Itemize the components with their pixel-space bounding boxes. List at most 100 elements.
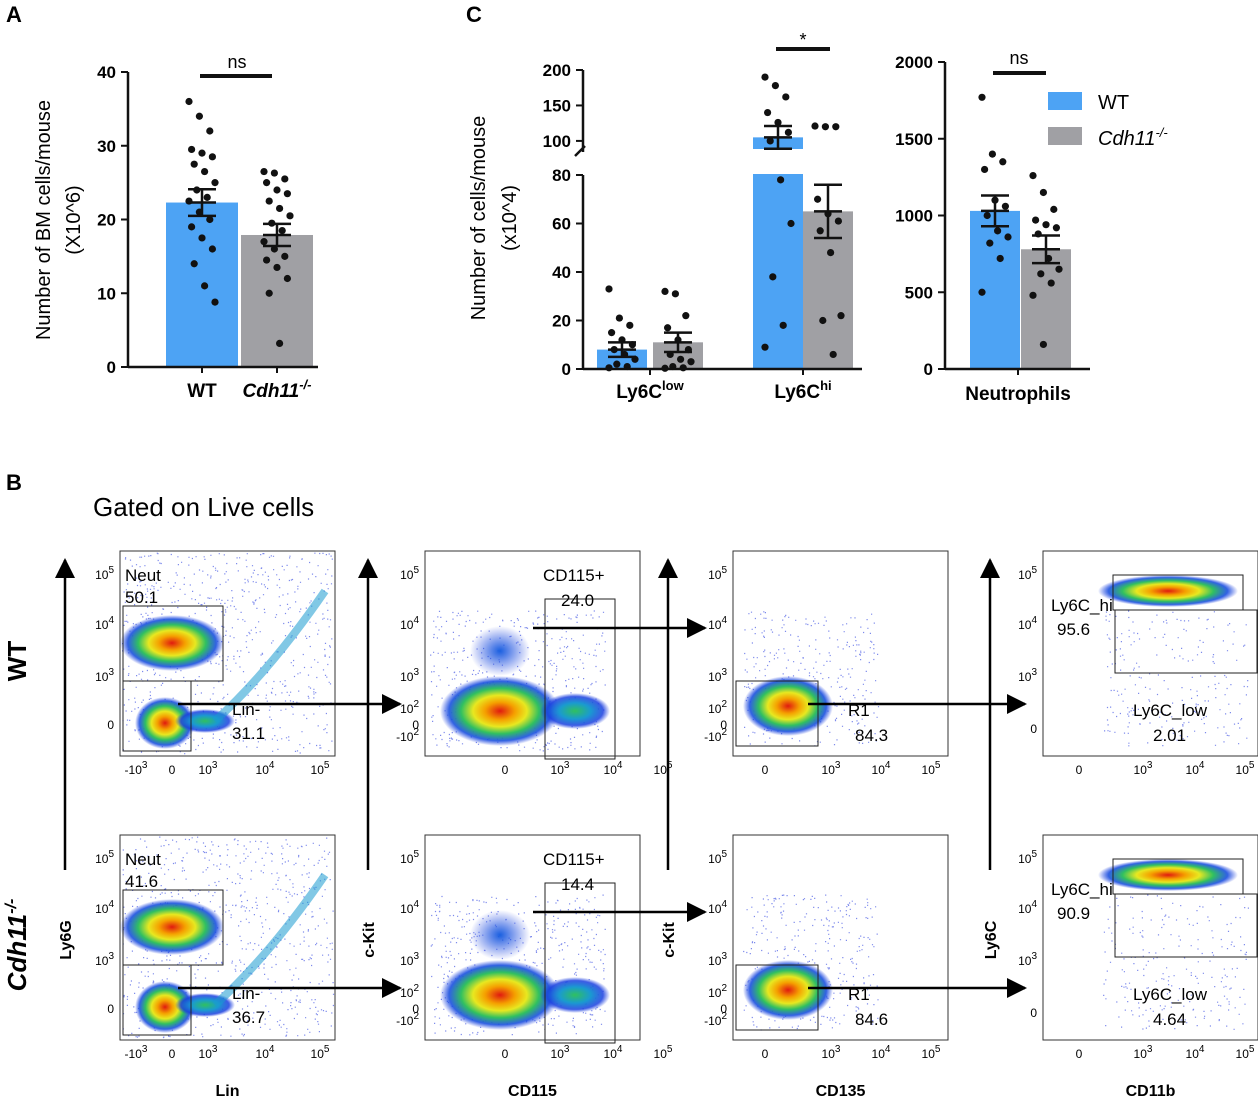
diagonal-population — [212, 872, 329, 1008]
data-point — [837, 312, 845, 320]
data-point — [774, 118, 782, 127]
data-point — [263, 179, 271, 187]
data-point — [263, 256, 271, 264]
gate-value-ly6c-low: 4.64 — [1153, 1010, 1186, 1029]
gate-low — [1114, 893, 1258, 958]
data-point — [188, 223, 196, 231]
data-point — [260, 238, 268, 246]
gate-value-neut: 41.6 — [125, 872, 158, 891]
gate-label-ly6c-hi: Ly6C_hi — [1051, 880, 1113, 899]
flow-x-tick-label: 104 — [872, 1044, 891, 1061]
data-point — [999, 158, 1007, 166]
data-point — [1037, 270, 1045, 278]
data-point — [203, 193, 211, 201]
density-cloud — [540, 693, 610, 729]
gate-value-ly6c-low: 2.01 — [1153, 726, 1186, 745]
event-speckle — [122, 836, 335, 1039]
flow-x-tick-label: 104 — [604, 760, 623, 777]
flow-y-axis-name: c-Kit — [661, 922, 678, 958]
gate-value-neut: 50.1 — [125, 588, 158, 607]
flow-y-tick-label: 104 — [400, 615, 419, 632]
gate-value-lin: 36.7 — [232, 1008, 265, 1027]
y-tick-label: 20 — [97, 211, 116, 230]
data-point — [1039, 188, 1047, 197]
data-point — [270, 169, 278, 177]
legend-swatch-wt — [1048, 92, 1082, 110]
density-cloud — [470, 910, 530, 960]
chart-c-neutrophils: 0 500 1000 1500 2000 Neutrophils ns — [895, 48, 1090, 405]
flow-x-tick-label: 0 — [762, 1047, 769, 1061]
data-point — [281, 252, 289, 260]
data-point — [771, 82, 780, 90]
data-point — [265, 197, 273, 205]
y-tick-label: 1000 — [895, 207, 933, 226]
flow-y-tick-label: 103 — [1018, 667, 1037, 684]
flow-x-tick-label: 105 — [311, 760, 330, 777]
flow-x-tick-label: 103 — [199, 760, 218, 777]
data-point — [615, 314, 624, 322]
y-tick-label: 2000 — [895, 53, 933, 72]
data-point — [206, 215, 214, 224]
flow-y-tick-label: 104 — [1018, 615, 1037, 632]
density-cloud — [1098, 859, 1238, 891]
data-point — [827, 249, 835, 257]
y-tick-label: 0 — [107, 358, 116, 377]
gate-value-r1: 84.6 — [855, 1010, 888, 1029]
data-point — [764, 108, 772, 117]
data-point — [1039, 340, 1047, 349]
y-tick-label: 30 — [97, 137, 116, 156]
flow-x-tick-label: 103 — [551, 760, 570, 777]
flow-y-tick-label: 105 — [95, 849, 114, 866]
y-tick-label: 40 — [97, 63, 116, 82]
data-point — [821, 123, 830, 131]
bar — [753, 137, 803, 369]
flow-subtitle: Gated on Live cells — [93, 492, 314, 522]
data-point — [211, 179, 219, 187]
flow-y-tick-label: 104 — [95, 899, 114, 916]
axis-break-gap — [560, 149, 860, 174]
data-point — [206, 127, 214, 135]
y-tick-label: 150 — [543, 96, 571, 115]
data-point — [661, 287, 669, 295]
data-point — [190, 160, 198, 168]
flow-y-tick-label: 104 — [95, 615, 114, 632]
flow-x-tick-label: 0 — [502, 1047, 509, 1061]
flow-y-tick-label: 0 — [720, 1002, 727, 1016]
flow-x-tick-label: -103 — [125, 1044, 148, 1061]
flow-plot-frame — [119, 550, 336, 757]
density-cloud — [135, 697, 195, 749]
data-point — [978, 93, 986, 101]
significance-label: * — [799, 30, 806, 50]
data-point — [816, 227, 824, 235]
flow-plot: Ly6C_hi 90.9 Ly6C_low 4.64 105 104 103 0 0 103 104… — [1018, 834, 1258, 1061]
gate-low — [1114, 609, 1258, 674]
flow-x-tick-label: 103 — [199, 1044, 218, 1061]
flow-x-tick-label: 104 — [256, 1044, 275, 1061]
flow-x-tick-label: 0 — [1076, 763, 1083, 777]
data-point — [260, 167, 268, 176]
gate-value-cd115: 24.0 — [561, 591, 594, 610]
legend-swatch-cdh11 — [1048, 127, 1082, 145]
flow-x-tick-label: 105 — [922, 760, 941, 777]
significance-label: ns — [227, 52, 246, 72]
chart-c-monocytes: 0 20 40 60 80 100 150 200 Ly6Clow Ly6Chi Number of… — [468, 30, 862, 403]
flow-y-tick-label: -102 — [704, 727, 727, 744]
row-label: Cdh11-/- — [2, 899, 32, 992]
flow-x-axis-name: CD135 — [816, 1083, 866, 1100]
data-point — [608, 329, 616, 337]
data-point — [811, 122, 819, 130]
flow-y-tick-label: 105 — [1018, 849, 1037, 866]
gate-label-cd115: CD115+ — [543, 566, 605, 585]
y-axis-label-unit: (X10^6) — [63, 185, 85, 254]
data-point — [613, 360, 621, 368]
density-cloud — [743, 676, 833, 736]
data-point — [682, 312, 690, 320]
flow-x-tick-label: -103 — [125, 760, 148, 777]
data-point — [1029, 291, 1037, 299]
flow-x-tick-label: 104 — [604, 1044, 623, 1061]
data-point — [1001, 202, 1010, 210]
flow-y-tick-label: 0 — [107, 718, 114, 732]
flow-y-tick-label: 103 — [708, 951, 727, 968]
